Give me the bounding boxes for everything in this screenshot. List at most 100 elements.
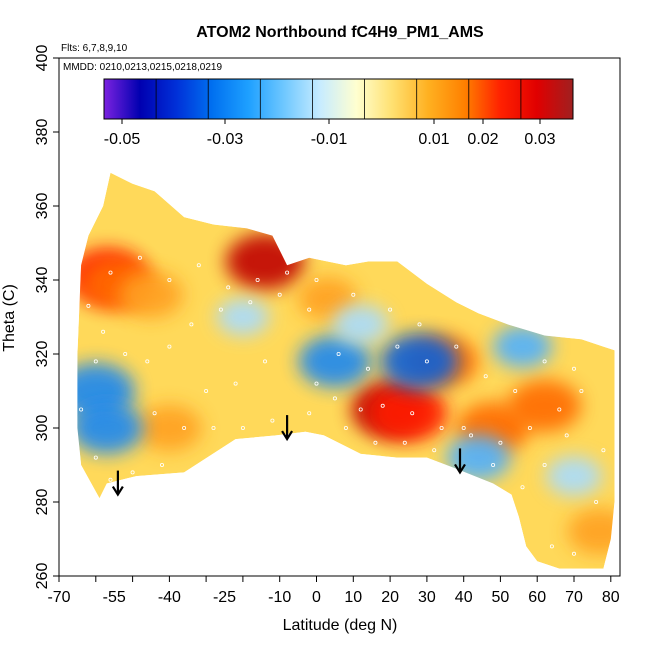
sample-point-20 — [601, 448, 606, 453]
sample-point-30 — [307, 307, 312, 312]
colorbar-label-1: -0.05 — [104, 131, 141, 148]
sample-point-66 — [491, 462, 496, 467]
dates-annotation: MMDD: 0210,0213,0215,0218,0219 — [63, 62, 222, 73]
chart-title: ATOM2 Northbound fC4H9_PM1_AMS — [196, 24, 484, 41]
sample-point-65 — [461, 425, 466, 430]
sample-point-55 — [93, 359, 98, 364]
x-tick-label-5: -10 — [268, 589, 291, 606]
x-tick-label-13: 70 — [565, 589, 583, 606]
sample-point-13 — [410, 411, 415, 416]
sample-point-17 — [527, 425, 532, 430]
heatmap-hotspot-14 — [77, 402, 144, 454]
x-tick-label-8: 20 — [381, 589, 399, 606]
sample-point-6 — [211, 425, 216, 430]
x-tick-label-4: -25 — [213, 589, 236, 606]
y-tick-label-7: 380 — [34, 119, 51, 146]
y-axis: 260 280 300 320 340 360 380 400 — [34, 45, 59, 589]
sample-point-60 — [314, 381, 319, 386]
sample-point-21 — [86, 303, 91, 308]
sample-point-37 — [513, 388, 518, 393]
sample-point-67 — [520, 485, 525, 490]
arrow-head-1 — [111, 486, 124, 497]
heatmap-hotspot-21 — [332, 304, 389, 345]
colorbar-label-5: 0.02 — [467, 131, 498, 148]
arrow-markers — [111, 415, 466, 497]
x-tick-label-14: 80 — [602, 589, 620, 606]
x-tick-label-6: 0 — [312, 589, 321, 606]
sample-point-18 — [557, 407, 562, 412]
y-axis-label: Theta (C) — [1, 284, 18, 352]
sample-point-12 — [380, 403, 385, 408]
sample-point-38 — [542, 359, 547, 364]
sample-point-1 — [93, 455, 98, 460]
x-tick-label-2: -55 — [103, 589, 126, 606]
heatmap-hotspot-11 — [118, 271, 184, 318]
sample-point-54 — [79, 407, 84, 412]
x-tick-label-1: -70 — [47, 589, 70, 606]
sample-point-29 — [277, 292, 282, 297]
sample-point-16 — [498, 440, 503, 445]
sample-point-35 — [454, 344, 459, 349]
sample-point-39 — [572, 366, 577, 371]
y-tick-label-6: 360 — [34, 193, 51, 220]
sample-point-59 — [262, 359, 267, 364]
sample-point-68 — [542, 462, 547, 467]
x-tick-label-9: 30 — [418, 589, 436, 606]
x-tick-label-12: 60 — [528, 589, 546, 606]
y-tick-label-5: 340 — [34, 267, 51, 294]
sample-point-33 — [395, 344, 400, 349]
sample-points — [79, 255, 606, 556]
sample-point-22 — [101, 329, 106, 334]
colorbar-bar — [103, 78, 574, 120]
heatmap-hotspot-6 — [369, 385, 448, 442]
sample-point-23 — [123, 351, 128, 356]
x-tick-label-11: 50 — [492, 589, 510, 606]
y-tick-label-4: 320 — [34, 341, 51, 368]
arrow-marker-3 — [454, 448, 466, 475]
sample-point-31 — [336, 351, 341, 356]
sample-point-42 — [549, 544, 554, 549]
colorbar-label-2: -0.03 — [207, 131, 244, 148]
sample-point-26 — [189, 322, 194, 327]
sample-point-2 — [108, 477, 113, 482]
heatmap-hotspot-19 — [546, 456, 602, 497]
sample-point-15 — [468, 433, 473, 438]
sample-point-69 — [564, 433, 569, 438]
heatmap-hotspot-4 — [225, 233, 305, 290]
sample-point-25 — [167, 344, 172, 349]
heatmap-hotspot-18 — [492, 325, 553, 368]
x-tick-label-10: 40 — [455, 589, 473, 606]
sample-point-53 — [417, 322, 422, 327]
sample-point-3 — [130, 470, 135, 475]
sample-point-47 — [226, 285, 231, 290]
sample-point-45 — [167, 277, 172, 282]
flights-annotation: Flts: 6,7,8,9,10 — [61, 43, 128, 54]
x-axis-label: Latitude (deg N) — [283, 617, 398, 634]
sample-point-61 — [343, 425, 348, 430]
sample-point-27 — [218, 307, 223, 312]
sample-point-24 — [145, 359, 150, 364]
heatmap-hotspots — [77, 233, 615, 555]
sample-point-8 — [270, 418, 275, 423]
colorbar-label-3: -0.01 — [311, 131, 348, 148]
sample-point-36 — [483, 374, 488, 379]
heatmap-hotspot-10 — [567, 508, 615, 555]
sample-point-49 — [285, 270, 290, 275]
heatmap-hotspot-12 — [297, 277, 358, 320]
plot-frame — [58, 57, 621, 577]
sample-point-11 — [358, 407, 363, 412]
y-tick-label-8: 400 — [34, 45, 51, 72]
sample-point-4 — [159, 462, 164, 467]
colorbar-label-6: 0.03 — [524, 131, 555, 148]
sample-point-63 — [402, 440, 407, 445]
heatmap-hotspot-3 — [137, 405, 202, 451]
heatmap-area — [77, 172, 615, 569]
y-tick-label-2: 280 — [34, 489, 51, 516]
arrow-head-2 — [281, 430, 294, 442]
sample-point-28 — [248, 300, 253, 305]
arrow-head-3 — [454, 463, 466, 475]
y-tick-label-3: 300 — [34, 415, 51, 442]
heatmap-hotspot-9 — [508, 379, 581, 432]
